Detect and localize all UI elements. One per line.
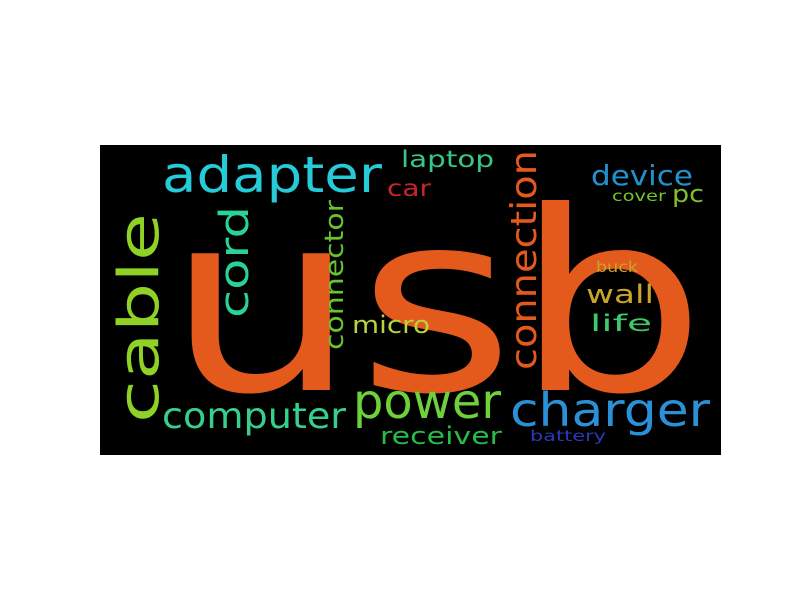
word-power: power [353, 374, 501, 430]
word-adapter: adapter [162, 146, 382, 204]
word-cord: cord [212, 206, 258, 318]
word-connection: connection [504, 150, 545, 370]
word-battery: battery [530, 427, 606, 445]
word-cable: cable [107, 213, 172, 423]
word-life: life [590, 311, 652, 337]
word-car: car [387, 176, 432, 202]
word-cloud: usb cable adapter cord connector micro l… [100, 145, 721, 455]
word-cover: cover [612, 187, 667, 205]
word-pc: pc [672, 180, 704, 208]
word-receiver: receiver [380, 422, 502, 450]
word-laptop: laptop [401, 147, 494, 173]
word-wall: wall [586, 280, 654, 310]
word-computer: computer [162, 396, 346, 437]
word-cloud-svg: usb cable adapter cord connector micro l… [107, 146, 710, 450]
word-device: device [591, 159, 693, 192]
word-buck: buck [596, 258, 638, 276]
word-connector: connector [320, 200, 350, 350]
word-charger: charger [510, 383, 710, 437]
word-usb: usb [166, 158, 706, 449]
word-micro: micro [352, 311, 430, 339]
